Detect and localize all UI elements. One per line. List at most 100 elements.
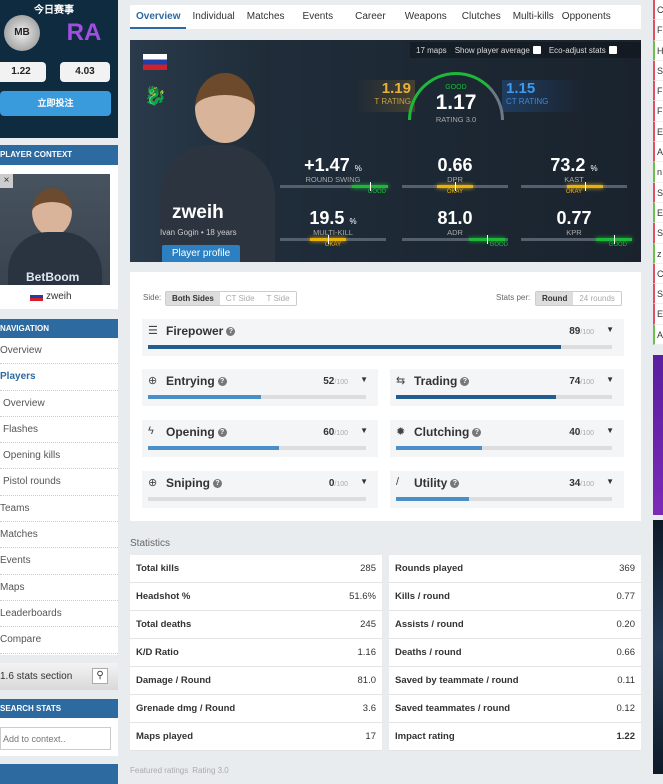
help-icon[interactable]: ? <box>217 428 227 438</box>
right-list-item[interactable]: C <box>653 0 663 21</box>
chevron-down-icon[interactable]: ▼ <box>360 477 368 486</box>
advertisement[interactable] <box>653 520 663 774</box>
role-card-trading[interactable]: ⇆ Trading? 74/100 ▼ <box>390 369 624 406</box>
stat-value: 0.66 <box>616 647 636 658</box>
nav-players[interactable]: Players <box>0 364 118 391</box>
show-average-toggle[interactable]: Show player average <box>455 46 541 55</box>
right-list-item[interactable]: S <box>653 182 663 203</box>
tab-individual[interactable]: Individual <box>192 11 235 22</box>
per-24-rounds[interactable]: 24 rounds <box>579 294 615 303</box>
nav-maps[interactable]: Maps <box>0 575 118 601</box>
nav-events[interactable]: Events <box>0 548 118 575</box>
side-ct[interactable]: CT Side <box>225 294 255 303</box>
nav-compare[interactable]: Compare <box>0 627 118 654</box>
chevron-down-icon[interactable]: ▼ <box>360 426 368 435</box>
tab-weapons[interactable]: Weapons <box>404 11 447 22</box>
right-list-item[interactable]: S <box>653 223 663 244</box>
side-selector: Both Sides CT Side T Side <box>165 291 297 306</box>
help-icon[interactable]: ? <box>450 479 460 489</box>
search-context-input[interactable] <box>0 727 111 750</box>
right-list-item[interactable]: z <box>653 243 663 264</box>
role-stats-panel: Side: Both Sides CT Side T Side Stats pe… <box>130 272 641 521</box>
right-list-item[interactable]: n <box>653 162 663 183</box>
chevron-down-icon[interactable]: ▼ <box>360 375 368 384</box>
stat-grade: OKAY <box>565 189 583 195</box>
role-bar-fill <box>148 395 262 399</box>
tab-clutches[interactable]: Clutches <box>461 11 501 22</box>
nav-overview[interactable]: Overview <box>0 338 118 365</box>
navigation-menu: Overview Players Overview Flashes Openin… <box>0 338 118 655</box>
tab-matches[interactable]: Matches <box>246 11 285 22</box>
help-icon[interactable]: ? <box>472 428 482 438</box>
bet-button[interactable]: 立即投注 <box>0 91 111 116</box>
tab-multi-kills[interactable]: Multi-kills <box>512 11 554 22</box>
chevron-down-icon[interactable]: ▼ <box>606 375 614 384</box>
right-list-item[interactable]: H <box>653 40 663 61</box>
old-stats-section-button[interactable]: 1.6 stats section ⚲ <box>0 663 118 690</box>
right-list-item[interactable]: S <box>653 284 663 305</box>
help-icon[interactable]: ? <box>213 479 222 489</box>
role-card-opening[interactable]: ϟ Opening? 60/100 ▼ <box>142 420 378 457</box>
team2-logo: RA <box>66 19 102 46</box>
role-name: Opening <box>166 425 215 439</box>
opening-icon: ϟ <box>148 425 154 437</box>
stat-name: K/D Ratio <box>136 647 179 658</box>
role-card-utility[interactable]: / Utility? 34/100 ▼ <box>390 471 624 508</box>
stats-per-selector: Round 24 rounds <box>535 291 622 306</box>
side-both[interactable]: Both Sides <box>166 292 220 305</box>
right-list-item[interactable]: E <box>653 121 663 143</box>
tab-overview[interactable]: Overview <box>130 5 187 29</box>
odds-team1[interactable]: 1.22 <box>0 62 46 82</box>
right-list-item[interactable]: A <box>653 142 663 163</box>
tab-events[interactable]: Events <box>302 11 334 22</box>
context-player-name[interactable]: zweih <box>46 291 72 302</box>
role-card-clutching[interactable]: ✹ Clutching? 40/100 ▼ <box>390 420 624 457</box>
eco-adjust-toggle[interactable]: Eco-adjust stats <box>549 46 617 55</box>
right-list-item[interactable]: F <box>653 101 663 122</box>
role-card-entrying[interactable]: ⊕ Entrying? 52/100 ▼ <box>142 369 378 406</box>
player-profile-button[interactable]: Player profile <box>162 245 240 262</box>
stat-bar-fill <box>436 185 473 188</box>
role-card-firepower[interactable]: ☰ Firepower? 89/100 ▼ <box>142 319 624 356</box>
table-row: Rounds played 369 <box>389 555 641 583</box>
right-list-item[interactable]: F <box>653 81 663 102</box>
chevron-down-icon[interactable]: ▼ <box>606 426 614 435</box>
help-icon[interactable]: ? <box>226 327 236 337</box>
right-list-item[interactable]: F <box>653 20 663 41</box>
odds-team2[interactable]: 4.03 <box>60 62 110 82</box>
tab-career[interactable]: Career <box>355 11 386 22</box>
help-icon[interactable]: ? <box>217 377 227 387</box>
close-icon[interactable]: × <box>0 174 13 188</box>
nav-leaderboards[interactable]: Leaderboards <box>0 601 118 628</box>
chevron-down-icon[interactable]: ▼ <box>606 477 614 486</box>
stat-bar <box>521 235 633 244</box>
right-list-item[interactable]: E <box>653 304 663 325</box>
eco-adjust-checkbox[interactable] <box>608 46 617 55</box>
right-list-item[interactable]: E <box>653 202 663 224</box>
show-average-checkbox[interactable] <box>532 46 541 55</box>
entrying-icon: ⊕ <box>148 375 158 387</box>
per-round[interactable]: Round <box>536 292 574 305</box>
eco-adjust-label: Eco-adjust stats <box>548 45 606 55</box>
right-list-item[interactable]: A <box>653 324 663 346</box>
nav-opening-kills[interactable]: Opening kills <box>0 443 118 470</box>
nav-teams[interactable]: Teams <box>0 496 118 523</box>
role-card-sniping[interactable]: ⊕ Sniping? 0/100 ▼ <box>142 471 378 508</box>
chevron-down-icon[interactable]: ▼ <box>606 325 614 334</box>
nav-flashes[interactable]: Flashes <box>0 417 118 444</box>
role-bar <box>396 395 612 399</box>
featured-ratings-title: Featured ratings Rating 3.0 <box>130 765 229 776</box>
nav-matches[interactable]: Matches <box>0 522 118 549</box>
right-list-item[interactable]: C <box>653 263 663 285</box>
side-t[interactable]: T Side <box>266 294 290 303</box>
player-photo: BetBoom × <box>0 174 110 285</box>
tab-opponents[interactable]: Opponents <box>561 11 611 22</box>
help-icon[interactable]: ? <box>460 377 470 387</box>
nav-pistol-rounds[interactable]: Pistol rounds <box>0 469 118 496</box>
stat-bar-marker <box>455 182 456 191</box>
nav-players-overview[interactable]: Overview <box>0 391 118 417</box>
advertisement[interactable] <box>653 355 663 515</box>
role-score: 89/100 <box>569 326 594 337</box>
stat-bar-marker <box>370 182 372 191</box>
right-list-item[interactable]: S <box>653 60 663 82</box>
